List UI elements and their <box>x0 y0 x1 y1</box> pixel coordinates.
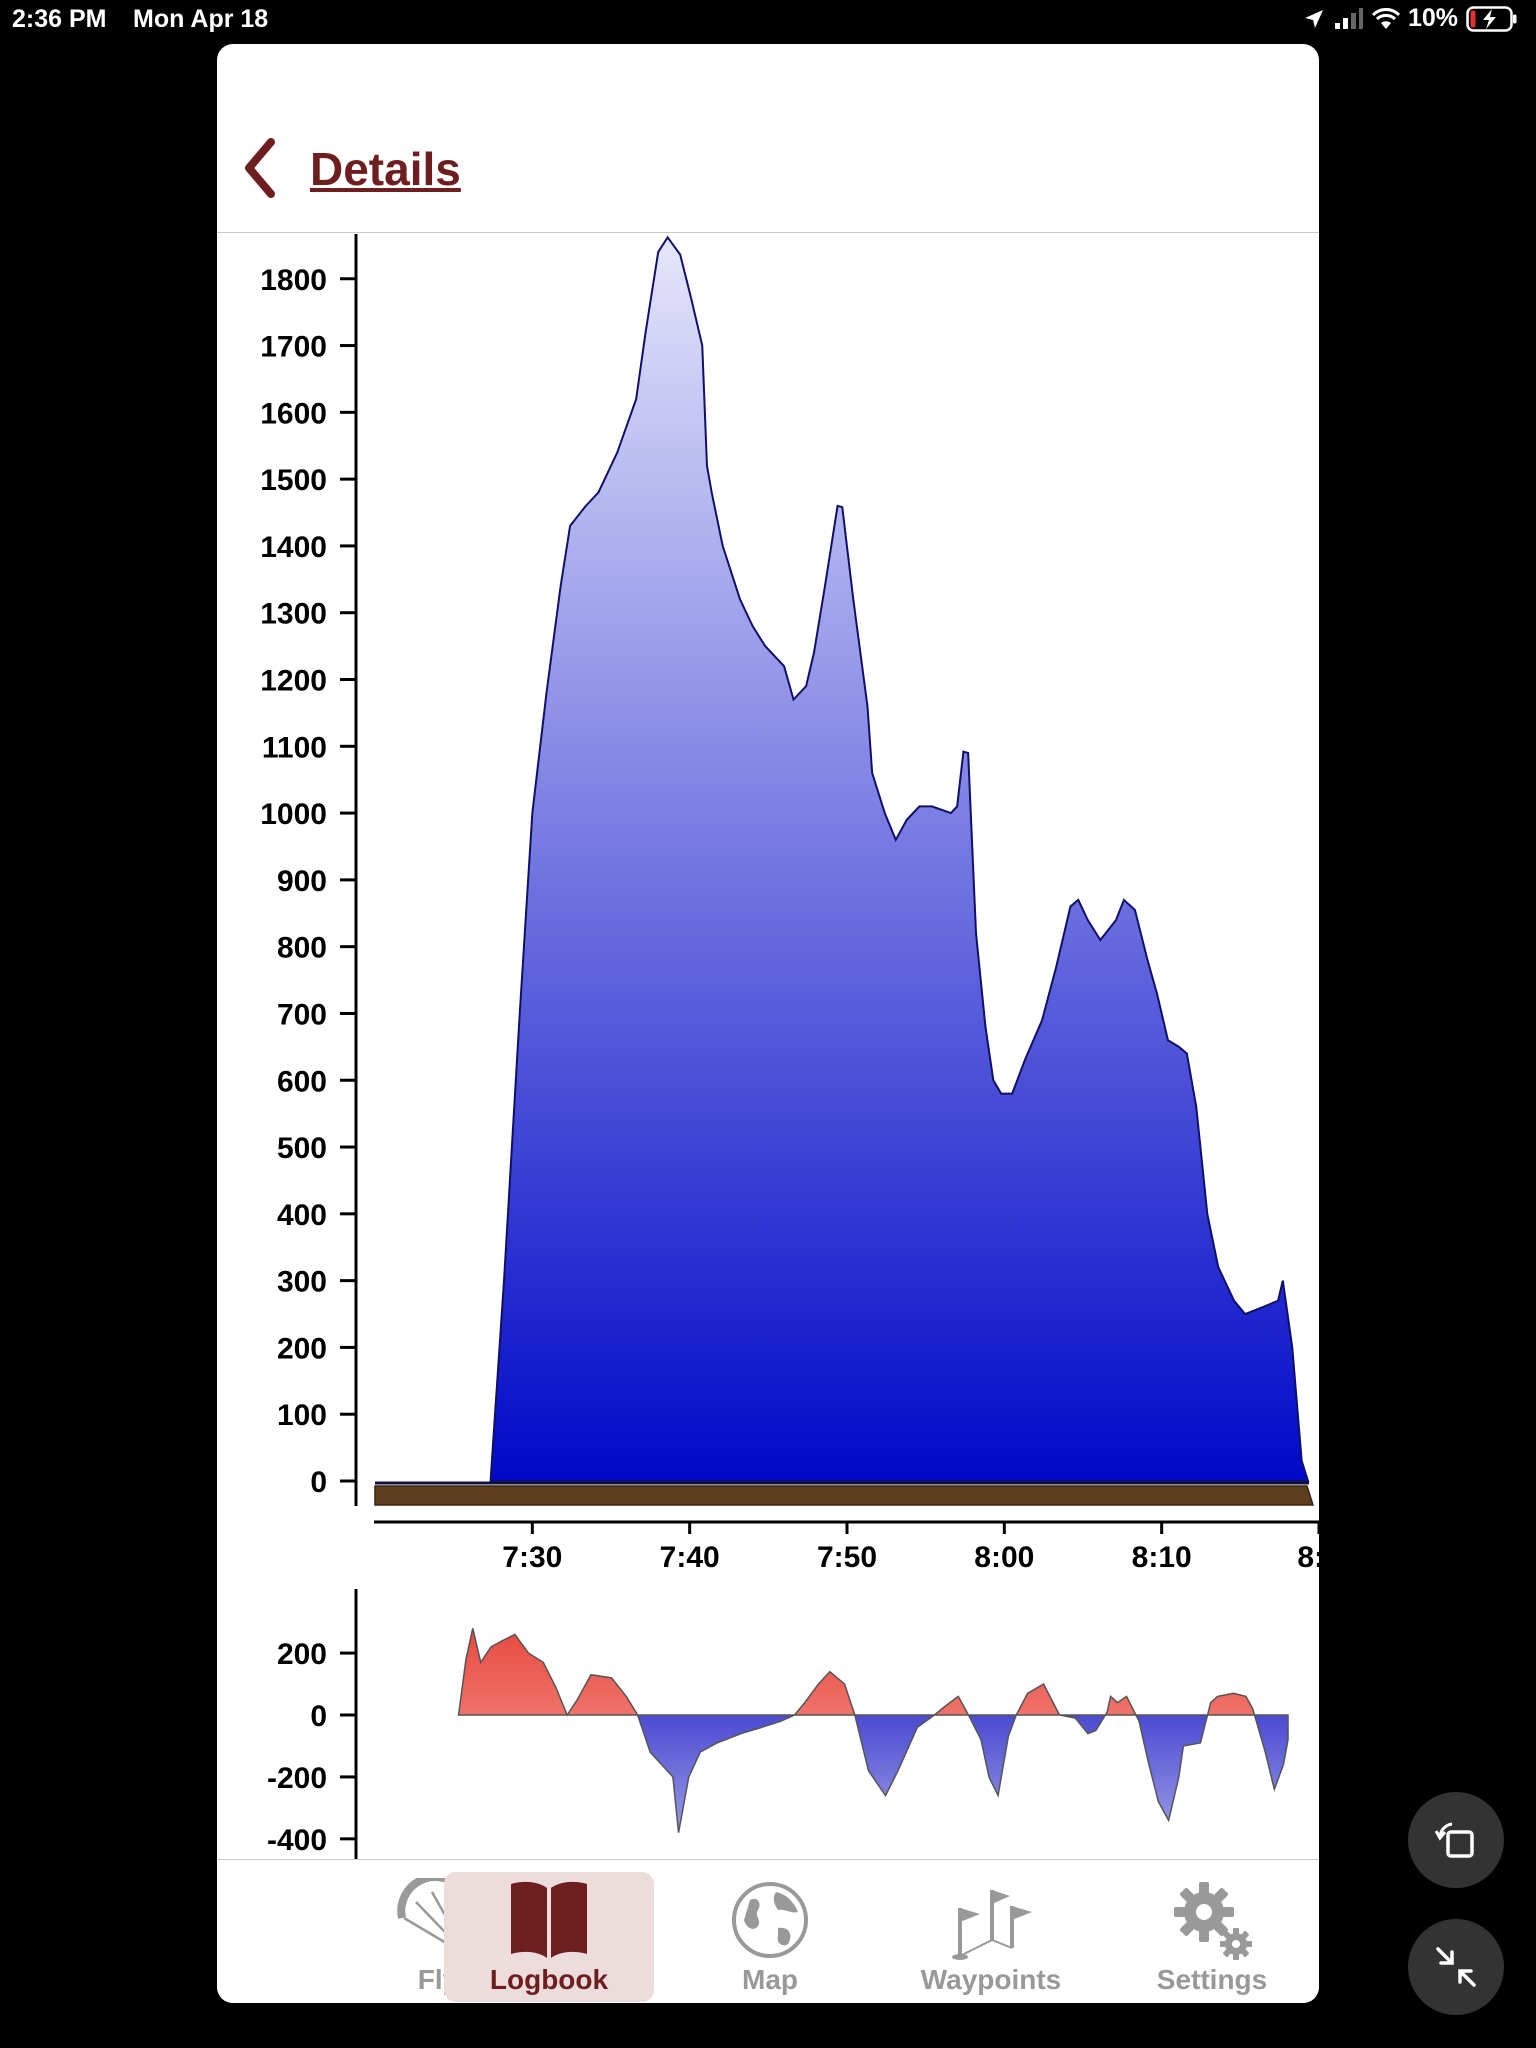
ground-band <box>374 1485 1315 1506</box>
y-tick-label: 1400 <box>260 531 327 564</box>
open-book-icon <box>511 1881 587 1958</box>
tab-map-label: Map <box>742 1964 798 1995</box>
wifi-icon <box>1371 7 1400 29</box>
tab-map[interactable]: Map <box>665 1872 875 2002</box>
y-tick-label: 1300 <box>260 598 327 631</box>
rotate-screen-button[interactable] <box>1408 1792 1504 1888</box>
x-tick-label: 8:10 <box>1132 1541 1192 1574</box>
rotate-screen-icon <box>1434 1822 1474 1858</box>
chevron-left-icon[interactable] <box>239 136 279 200</box>
altitude-area <box>489 235 1310 1482</box>
y-tick-label: 1800 <box>260 264 327 297</box>
status-time: 2:36 PM <box>12 5 107 33</box>
sink-area <box>458 1715 1288 1833</box>
vario-line <box>457 1628 1289 1833</box>
vario-chart: -400 -200 0 200 <box>267 1589 1289 1859</box>
flight-charts: 0 100 200 300 400 500 600 700 800 900 1000 1100 1200… <box>260 234 1319 1859</box>
y-tick-label: 400 <box>277 1199 327 1232</box>
y-tick-label: 900 <box>277 865 327 898</box>
x-tick-label: 7:40 <box>660 1541 720 1574</box>
globe-icon <box>732 1882 808 1958</box>
y-tick-label: 600 <box>277 1065 327 1098</box>
y-tick-label: 800 <box>277 932 327 965</box>
y-tick-label: 200 <box>277 1638 327 1671</box>
y-tick-label: 1100 <box>262 731 327 764</box>
tab-logbook[interactable]: Logbook <box>444 1872 654 2002</box>
back-link-details[interactable]: Details <box>310 143 461 195</box>
altitude-chart: 0 100 200 300 400 500 600 700 800 900 1000 1100 1200… <box>260 234 1319 1574</box>
status-date: Mon Apr 18 <box>133 5 269 33</box>
battery-percent: 10% <box>1407 4 1458 32</box>
x-tick-label: 8:00 <box>974 1541 1034 1574</box>
tab-settings[interactable]: Settings <box>1107 1872 1317 2002</box>
x-tick-label: 7:50 <box>817 1541 877 1574</box>
tab-logbook-label: Logbook <box>489 1964 609 1995</box>
y-tick-label: 1200 <box>260 665 327 698</box>
y-tick-label: -200 <box>267 1762 327 1795</box>
y-tick-label: 1700 <box>260 331 327 364</box>
climb-area <box>458 1628 1288 1715</box>
y-tick-label: 1600 <box>260 397 327 430</box>
battery-charging-icon <box>1466 5 1517 32</box>
y-tick-label: -400 <box>267 1824 327 1857</box>
collapse-button[interactable] <box>1408 1919 1504 2015</box>
tab-bar: Fly Logbook Map <box>217 1859 1319 2003</box>
status-right: 10% <box>1302 4 1518 33</box>
tab-settings-label: Settings <box>1156 1964 1268 1995</box>
y-tick-label: 1000 <box>260 798 327 831</box>
tab-waypoints[interactable]: Waypoints <box>886 1872 1096 2002</box>
gears-icon <box>1174 1882 1252 1960</box>
y-tick-label: 300 <box>277 1266 327 1299</box>
status-bar: 2:36 PM Mon Apr 18 10% <box>0 0 1536 40</box>
y-tick-label: 100 <box>277 1399 327 1432</box>
y-tick-label: 0 <box>310 1466 327 1499</box>
y-tick-label: 700 <box>277 998 327 1031</box>
collapse-arrows-icon <box>1436 1947 1476 1987</box>
y-tick-label: 1500 <box>260 464 327 497</box>
details-panel: Details 0 100 200 300 400 500 600 700 800 900 1000… <box>217 44 1319 2003</box>
location-arrow-icon <box>1304 9 1323 28</box>
flags-icon <box>952 1890 1032 1960</box>
tab-waypoints-label: Waypoints <box>920 1964 1062 1995</box>
y-tick-label: 500 <box>277 1132 327 1165</box>
nav-bar: Details <box>217 44 1319 233</box>
y-tick-label: 0 <box>310 1700 327 1733</box>
y-tick-label: 200 <box>277 1332 327 1365</box>
cellular-signal-icon <box>1334 7 1363 29</box>
x-tick-label: 8:2 <box>1297 1541 1319 1574</box>
x-tick-label: 7:30 <box>502 1541 562 1574</box>
